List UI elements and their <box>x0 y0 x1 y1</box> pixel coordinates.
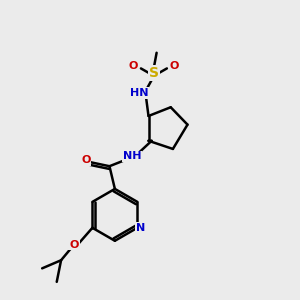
Text: NH: NH <box>123 152 141 161</box>
Text: O: O <box>69 240 79 250</box>
Text: O: O <box>129 61 138 71</box>
Text: O: O <box>170 61 179 71</box>
Text: N: N <box>136 223 145 233</box>
Text: HN: HN <box>130 88 148 98</box>
Text: S: S <box>149 66 159 80</box>
Text: O: O <box>81 155 90 165</box>
